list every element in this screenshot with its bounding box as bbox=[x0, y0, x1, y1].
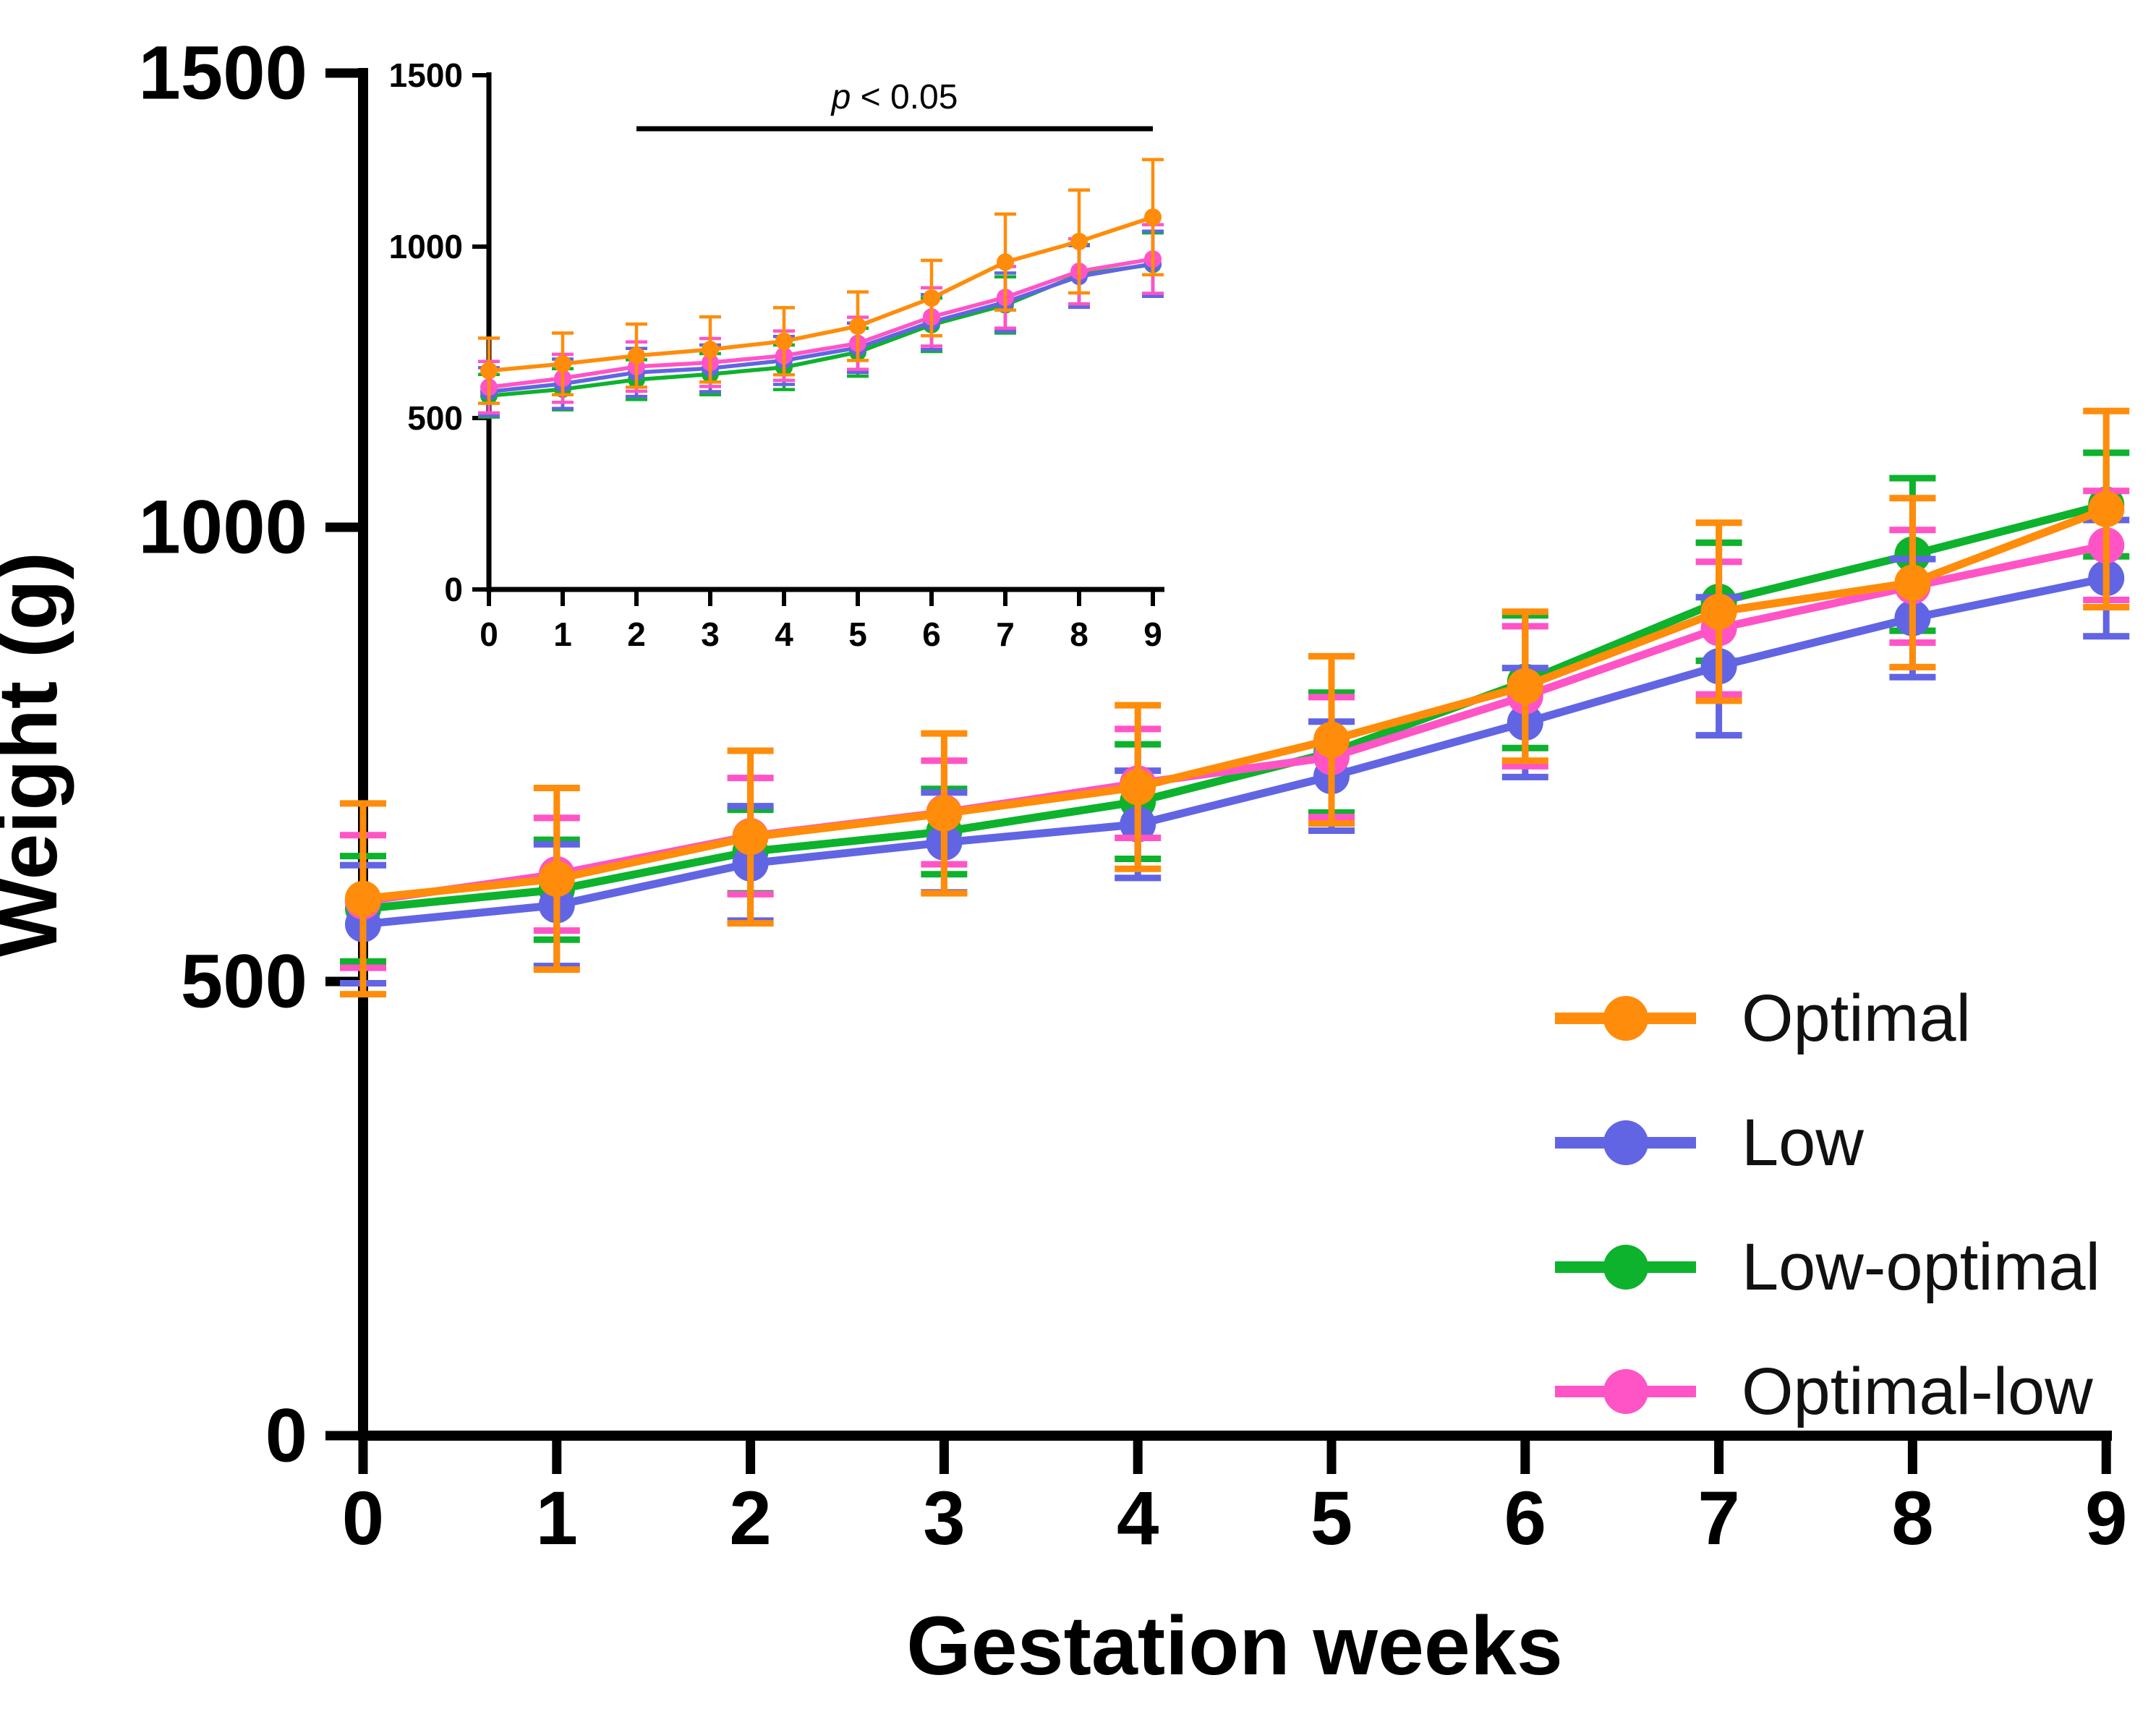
x-tick-label: 1 bbox=[536, 1476, 578, 1561]
data-point bbox=[702, 341, 719, 359]
inset-axes: 0 500 1000 1500 0 1 2 3 4 5 6 7 8 9 bbox=[389, 56, 1164, 653]
series-low-optimal bbox=[340, 449, 2130, 965]
legend-item-optimal: Optimal bbox=[1555, 981, 1971, 1055]
y-tick-label: 0 bbox=[265, 1394, 307, 1478]
legend-item-low: Low bbox=[1555, 1106, 1864, 1180]
inset-x-tick-label: 2 bbox=[627, 615, 646, 653]
data-point bbox=[1120, 769, 1156, 806]
x-tick-label: 2 bbox=[729, 1476, 771, 1561]
inset-x-tick-label: 7 bbox=[996, 615, 1015, 653]
series-optimal bbox=[340, 407, 2130, 998]
inset-y-tick-label: 1000 bbox=[389, 228, 463, 265]
inset-y-tick-label: 1500 bbox=[389, 56, 463, 94]
data-point bbox=[2088, 490, 2125, 527]
inset-y-tick-label: 500 bbox=[407, 399, 463, 437]
legend-marker bbox=[1603, 1369, 1648, 1414]
inset-x-tick-label: 1 bbox=[553, 615, 572, 653]
y-tick-label: 1000 bbox=[138, 485, 307, 570]
inset-x-tick-label: 8 bbox=[1070, 615, 1088, 653]
x-tick-label: 5 bbox=[1311, 1476, 1352, 1561]
inset-series-optimal-low bbox=[478, 223, 1164, 415]
inset-x-tick-label: 3 bbox=[701, 615, 720, 653]
data-point bbox=[538, 861, 575, 898]
significance-label: p < 0.05 bbox=[830, 78, 958, 116]
data-point bbox=[1070, 232, 1088, 250]
legend: Optimal Low Low-optimal Optimal-low bbox=[1555, 981, 2100, 1428]
series-line bbox=[487, 215, 1155, 373]
legend-label: Optimal-low bbox=[1742, 1355, 2093, 1428]
data-point bbox=[1894, 564, 1931, 601]
x-tick-label: 7 bbox=[1697, 1476, 1739, 1561]
legend-label: Low-optimal bbox=[1742, 1230, 2100, 1304]
data-point bbox=[628, 346, 645, 365]
data-point bbox=[926, 795, 963, 832]
x-axis-title: Gestation weeks bbox=[906, 1600, 1563, 1692]
x-tick-label: 3 bbox=[923, 1476, 965, 1561]
data-point bbox=[923, 289, 940, 307]
y-axis-title: Weight (g) bbox=[0, 552, 74, 957]
inset-series-optimal bbox=[478, 158, 1164, 405]
x-tick-label: 8 bbox=[1891, 1476, 1933, 1561]
legend-item-low-optimal: Low-optimal bbox=[1555, 1230, 2100, 1304]
legend-label: Optimal bbox=[1742, 981, 1971, 1055]
x-tick-label: 6 bbox=[1504, 1476, 1546, 1561]
legend-marker bbox=[1603, 1245, 1648, 1290]
data-point bbox=[997, 253, 1014, 271]
y-tick-label: 500 bbox=[181, 940, 307, 1024]
inset-x-tick-label: 9 bbox=[1143, 615, 1162, 653]
series-line bbox=[359, 500, 2110, 913]
data-point bbox=[849, 317, 866, 335]
data-point bbox=[775, 332, 793, 350]
y-tick-label: 1500 bbox=[138, 31, 307, 116]
data-point bbox=[480, 362, 498, 380]
legend-item-optimal-low: Optimal-low bbox=[1555, 1355, 2093, 1428]
data-point bbox=[1144, 208, 1162, 226]
inset-x-tick-label: 4 bbox=[775, 615, 793, 653]
inset-y-tick-label: 0 bbox=[444, 571, 463, 608]
series-line bbox=[359, 541, 2110, 906]
x-tick-label: 0 bbox=[342, 1476, 384, 1561]
data-point bbox=[1313, 721, 1350, 758]
data-point bbox=[554, 355, 571, 373]
data-point bbox=[1507, 668, 1543, 704]
inset-x-tick-label: 0 bbox=[480, 615, 498, 653]
x-tick-label: 4 bbox=[1117, 1476, 1159, 1561]
data-point bbox=[345, 880, 381, 917]
legend-label: Low bbox=[1742, 1106, 1864, 1180]
inset-x-tick-label: 5 bbox=[848, 615, 867, 653]
data-point bbox=[1700, 593, 1737, 630]
series-line bbox=[487, 261, 1155, 394]
legend-marker bbox=[1603, 996, 1648, 1041]
data-point bbox=[732, 819, 769, 856]
series-line bbox=[487, 257, 1155, 390]
inset-series-low-optimal bbox=[478, 231, 1164, 419]
series-line bbox=[359, 505, 2110, 903]
series-line bbox=[359, 574, 2110, 929]
legend-marker bbox=[1603, 1120, 1648, 1165]
inset-x-tick-label: 6 bbox=[922, 615, 941, 653]
x-tick-label: 9 bbox=[2085, 1476, 2127, 1561]
inset-chart: 0 500 1000 1500 0 1 2 3 4 5 6 7 8 9 p < 0.05 bbox=[389, 56, 1164, 653]
